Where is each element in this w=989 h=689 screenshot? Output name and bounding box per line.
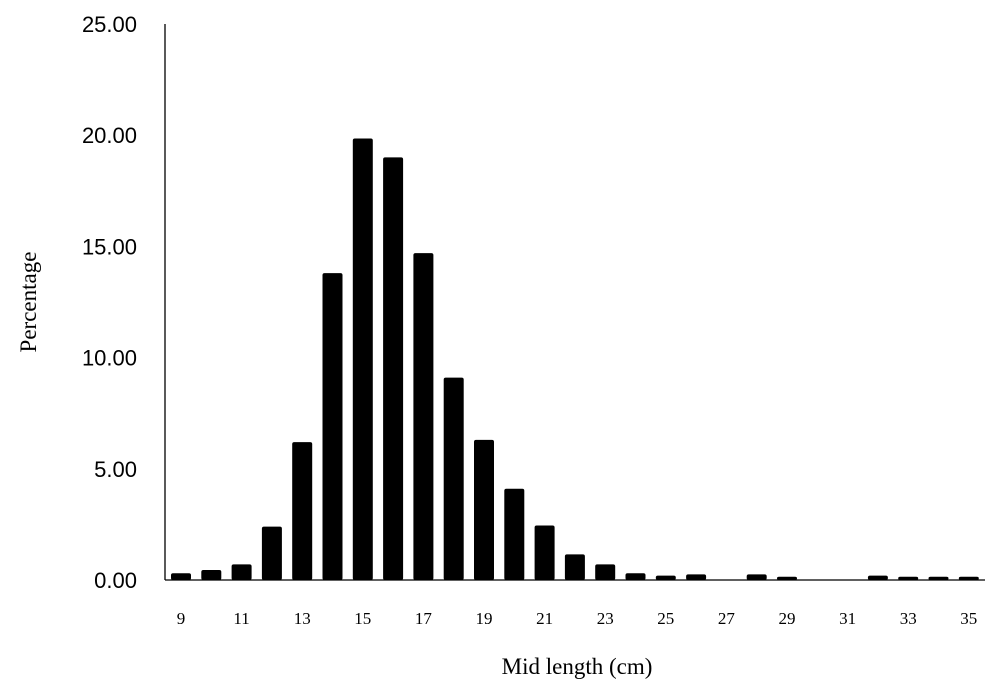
x-tick-label: 13 [294, 609, 311, 628]
x-tick-label: 33 [900, 609, 917, 628]
bar-34 [928, 576, 949, 580]
bar-18 [443, 377, 464, 580]
bar-35 [958, 576, 979, 580]
x-axis-title: Mid length (cm) [502, 654, 653, 679]
bar-28 [746, 574, 767, 580]
bar-22 [564, 554, 585, 580]
y-tick-label: 5.00 [94, 457, 137, 482]
bar-24 [625, 573, 646, 580]
y-tick-label: 0.00 [94, 568, 137, 593]
x-tick-label: 27 [718, 609, 736, 628]
x-tick-label: 21 [536, 609, 553, 628]
y-axis-title: Percentage [16, 252, 41, 353]
y-tick-label: 10.00 [82, 346, 137, 371]
bar-21 [534, 525, 555, 580]
x-tick-label: 23 [597, 609, 614, 628]
x-tick-label: 15 [354, 609, 371, 628]
bar-26 [686, 574, 707, 580]
bar-25 [655, 575, 676, 580]
bar-19 [474, 439, 494, 580]
bar-16 [383, 157, 404, 580]
bar-20 [504, 488, 525, 580]
x-tick-label: 17 [415, 609, 433, 628]
bar-15 [352, 138, 373, 580]
y-tick-label: 20.00 [82, 123, 137, 148]
x-tick-label: 31 [839, 609, 856, 628]
bar-32 [867, 575, 888, 580]
y-tick-labels: 0.00 5.00 10.00 15.00 20.00 25.00 [82, 12, 137, 593]
x-tick-labels: 9 11 13 15 17 19 21 23 25 27 29 31 33 35 [177, 609, 978, 628]
x-tick-label: 9 [177, 609, 186, 628]
bar-17 [413, 253, 434, 580]
y-tick-label: 15.00 [82, 234, 137, 259]
x-tick-label: 25 [657, 609, 674, 628]
y-tick-label: 25.00 [82, 12, 137, 37]
bar-12 [261, 526, 282, 580]
bars-group [171, 138, 979, 580]
bar-33 [898, 576, 919, 580]
bar-29 [777, 576, 797, 580]
bar-9 [171, 573, 191, 580]
x-tick-label: 35 [960, 609, 977, 628]
x-tick-label: 11 [233, 609, 249, 628]
bar-13 [292, 442, 313, 580]
bar-11 [231, 564, 252, 580]
x-tick-label: 19 [476, 609, 493, 628]
bar-23 [595, 564, 616, 580]
bar-10 [201, 570, 222, 580]
bar-14 [322, 273, 343, 580]
x-tick-label: 29 [779, 609, 796, 628]
